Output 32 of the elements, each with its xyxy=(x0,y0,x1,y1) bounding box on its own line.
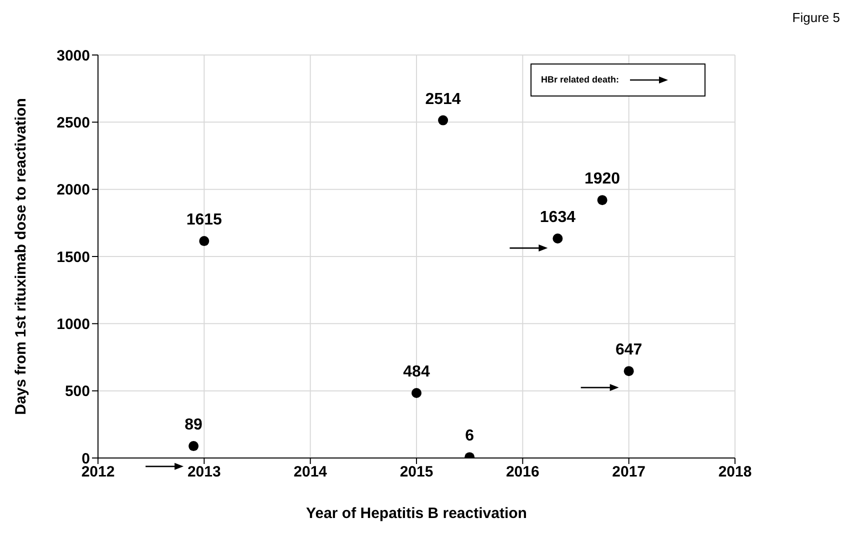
key-box: HBr related death: xyxy=(530,64,706,96)
caption: Figure 5 xyxy=(792,10,840,25)
data-label: 1634 xyxy=(540,208,576,226)
data-label: 1920 xyxy=(584,170,620,188)
x-tick-label: 2016 xyxy=(506,464,540,481)
data-label: 647 xyxy=(615,342,642,359)
point xyxy=(412,388,422,398)
y-tick-label: 1000 xyxy=(56,316,90,333)
point xyxy=(624,366,634,376)
x-tick-label: 2015 xyxy=(400,464,434,481)
x-tick-label: 2014 xyxy=(294,464,328,481)
y-tick-label: 1500 xyxy=(56,248,90,266)
point xyxy=(597,195,608,206)
y-tick-label: 500 xyxy=(64,383,90,400)
data-label: 6 xyxy=(465,428,474,445)
data-label: 1615 xyxy=(186,212,222,229)
y-tick-label: 3000 xyxy=(56,47,90,64)
x-tick-label: 2018 xyxy=(718,464,752,481)
annotation: HBr related death: xyxy=(541,74,620,84)
data-label: 2514 xyxy=(425,90,461,108)
point xyxy=(199,236,210,246)
point xyxy=(438,115,448,126)
y-tick-label: 2500 xyxy=(56,114,90,132)
point xyxy=(552,234,563,244)
y-axis-title: Days from 1st rituximab dose to reactivation xyxy=(12,98,30,415)
y-tick-label: 2000 xyxy=(56,182,90,199)
data-label: 89 xyxy=(184,416,203,434)
x-tick-label: 2017 xyxy=(612,464,646,481)
x-axis-title: Year of Hepatitis B reactivation xyxy=(306,505,527,522)
point xyxy=(188,441,199,452)
data-label: 484 xyxy=(403,363,430,380)
x-tick-label: 2013 xyxy=(187,464,221,481)
